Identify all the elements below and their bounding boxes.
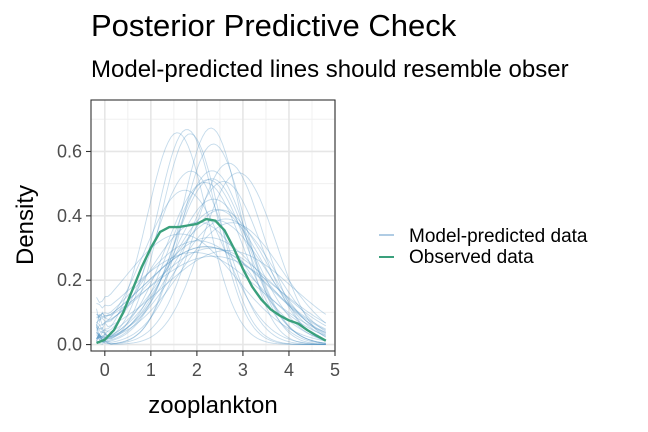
predicted-draw-line [96, 246, 326, 331]
axes: 0 1 2 3 4 5 0.0 0.2 0.4 0.6 [57, 141, 340, 380]
predicted-draw-line [96, 255, 327, 324]
observed-data-line [96, 217, 327, 345]
chart-title: Posterior Predictive Check [91, 8, 457, 43]
predicted-draw-line [96, 127, 326, 345]
predicted-draw-line [96, 240, 326, 336]
predicted-draw-line [96, 162, 326, 345]
predicted-draw-line [96, 143, 326, 345]
x-tick-label: 3 [238, 360, 248, 380]
legend: Model-predicted data Observed data [379, 226, 588, 268]
observed-line-group [96, 217, 327, 345]
panel-border [90, 99, 336, 352]
predicted-draw-line [96, 179, 326, 344]
predicted-draw-line [96, 198, 326, 342]
x-tick-label: 4 [284, 360, 294, 380]
predicted-draw-line [96, 181, 326, 345]
predicted-draw-line [96, 170, 326, 345]
predicted-draw-line [96, 246, 326, 330]
legend-label-predicted: Model-predicted data [409, 226, 588, 247]
predicted-draw-line [96, 170, 326, 344]
predicted-draw-line [96, 222, 327, 338]
predicted-draw-lines [96, 127, 327, 346]
predicted-draw-line [96, 133, 326, 346]
predicted-draw-line [96, 233, 326, 342]
x-tick-label: 1 [146, 360, 156, 380]
y-tick-label: 0.4 [57, 206, 82, 226]
x-tick-label: 5 [330, 360, 340, 380]
y-tick-label: 0.0 [57, 335, 82, 355]
predicted-draw-line [96, 237, 326, 334]
x-tick-label: 0 [100, 360, 110, 380]
predicted-draw-line [96, 132, 326, 346]
legend-label-observed: Observed data [409, 247, 534, 268]
predicted-draw-line [96, 209, 327, 339]
chart-subtitle: Model-predicted lines should resemble ob… [91, 56, 569, 83]
predicted-draw-line [96, 178, 326, 344]
x-axis-label: zooplankton [148, 392, 277, 419]
predicted-draw-line [96, 129, 326, 346]
y-tick-label: 0.6 [57, 141, 82, 161]
x-tick-label: 2 [192, 360, 202, 380]
y-axis-label: Density [12, 185, 39, 265]
y-tick-label: 0.2 [57, 270, 82, 290]
predicted-draw-line [96, 172, 327, 345]
predicted-draw-line [96, 247, 327, 327]
predicted-draw-line [96, 181, 326, 343]
predicted-draw-line [96, 250, 327, 330]
predicted-draw-line [96, 209, 326, 339]
predicted-draw-line [96, 218, 327, 339]
